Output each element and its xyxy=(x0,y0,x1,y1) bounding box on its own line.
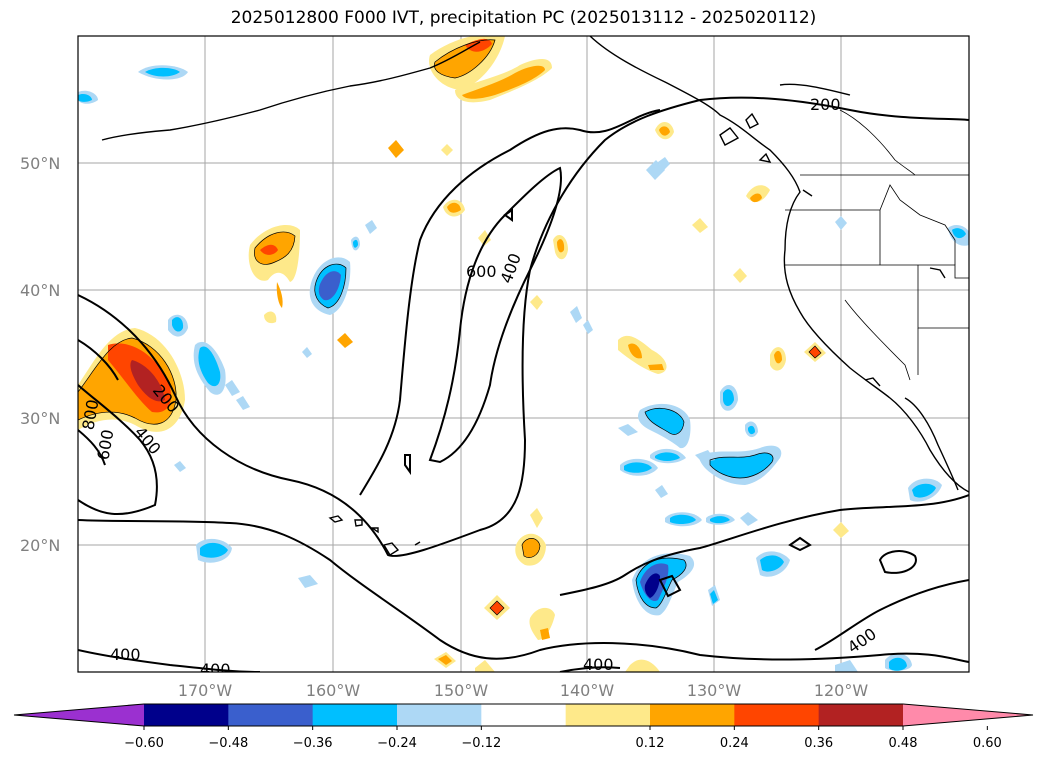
colorbar-segment xyxy=(734,704,820,726)
contour-200-main xyxy=(78,96,969,557)
contour-label-200-north: 200 xyxy=(810,95,841,114)
colorbar-segment xyxy=(481,704,567,726)
lon-label-120w: 120°W xyxy=(814,681,869,700)
colorbar-segment xyxy=(650,704,735,726)
longitude-labels: 170°W 160°W 150°W 140°W 130°W 120°W xyxy=(178,681,869,700)
map-title: 2025012800 F000 IVT, precipitation PC (2… xyxy=(230,8,817,28)
colorbar-extend-low xyxy=(14,704,144,726)
contour-600-inner xyxy=(428,166,562,464)
gridlines xyxy=(78,36,969,672)
lon-label-140w: 140°W xyxy=(560,681,615,700)
contour-label-600-center: 600 xyxy=(466,262,497,281)
colorbar-tick-label: 0.48 xyxy=(889,736,918,751)
colorbar-segment xyxy=(818,704,904,726)
ivt-contours xyxy=(78,96,969,672)
colorbar-tick-label: −0.12 xyxy=(461,736,501,751)
coastlines xyxy=(101,36,969,556)
north-america-coast xyxy=(589,36,969,493)
colorbar-segment xyxy=(397,704,482,726)
colorbar-tick-label: 0.12 xyxy=(636,736,665,751)
contour-400-inner xyxy=(359,109,661,496)
alaska-coast xyxy=(101,41,481,141)
lon-label-150w: 150°W xyxy=(434,681,489,700)
colorbar-segment xyxy=(312,704,398,726)
colorbar-tick-label: −0.24 xyxy=(377,736,417,751)
colorbar: −0.60 −0.48 −0.36 −0.24 −0.12 0.12 0.24 0.36 0.4… xyxy=(13,703,1034,751)
colorbar-tick-label: −0.60 xyxy=(124,736,164,751)
colorbar-segment xyxy=(144,704,229,726)
lat-label-40n: 40°N xyxy=(20,281,60,300)
colorbar-tick-label: 0.60 xyxy=(973,736,1002,751)
lat-label-20n: 20°N xyxy=(20,536,60,555)
lon-label-170w: 170°W xyxy=(178,681,233,700)
colorbar-segment xyxy=(228,704,314,726)
colorbar-extend-high xyxy=(903,704,1033,726)
map-frame xyxy=(77,35,970,673)
lon-label-130w: 130°W xyxy=(687,681,742,700)
latitude-labels: 50°N 40°N 30°N 20°N xyxy=(20,154,60,555)
lon-label-160w: 160°W xyxy=(306,681,361,700)
colorbar-segment xyxy=(565,704,651,726)
contour-label-400-se: 400 xyxy=(583,655,614,674)
lat-label-30n: 30°N xyxy=(20,409,60,428)
negative-anomaly-fields xyxy=(78,65,969,672)
colorbar-tick-label: 0.36 xyxy=(804,736,833,751)
contour-label-400-sw: 400 xyxy=(110,645,141,664)
lat-label-50n: 50°N xyxy=(20,154,60,173)
political-borders xyxy=(785,109,969,381)
colorbar-tick-label: 0.24 xyxy=(720,736,749,751)
colorbar-tick-label: −0.48 xyxy=(208,736,248,751)
colorbar-tick-label: −0.36 xyxy=(293,736,333,751)
contour-label-400-south: 400 xyxy=(200,660,231,679)
